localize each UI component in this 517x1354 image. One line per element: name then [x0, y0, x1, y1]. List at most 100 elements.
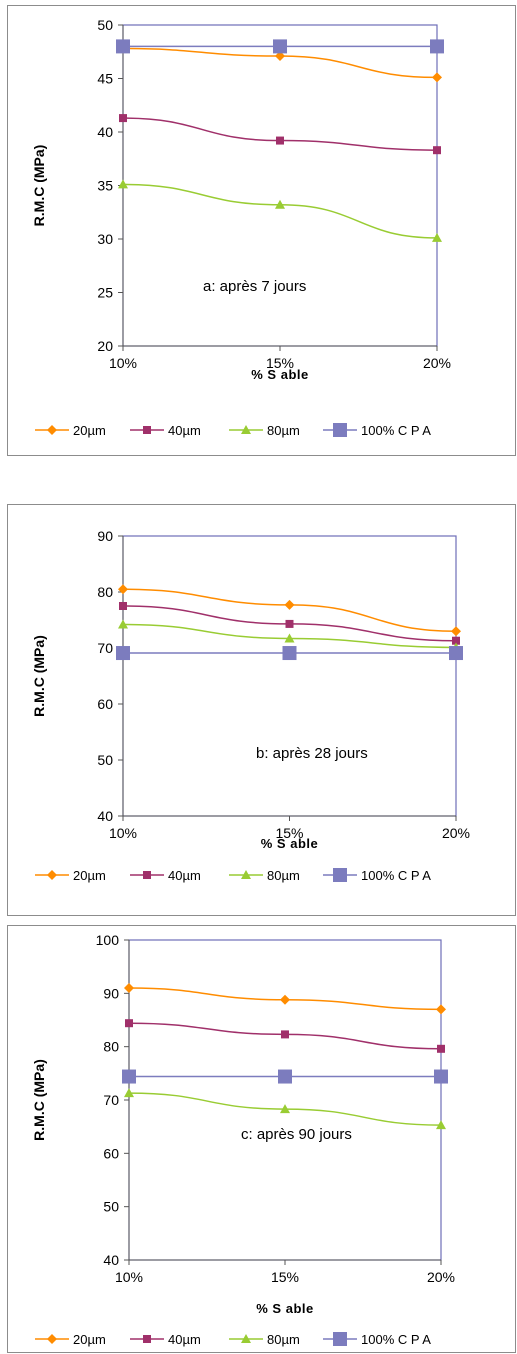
legend-marker	[241, 1334, 251, 1343]
data-point	[436, 1120, 446, 1130]
x-tick-label: 20%	[442, 825, 470, 841]
y-tick-label: 40	[103, 1252, 119, 1268]
legend-marker	[333, 1332, 347, 1346]
data-point	[280, 1104, 290, 1114]
plot-area	[122, 535, 457, 817]
legend-marker	[47, 870, 57, 880]
data-point	[433, 146, 441, 155]
data-point	[275, 51, 285, 62]
data-point	[437, 1044, 445, 1053]
data-point	[119, 114, 127, 123]
legend-item: 80µm	[229, 868, 300, 883]
series-0	[118, 584, 461, 637]
chart-panel-28-days: 40 50 60 70 80 90 10% 15% 20% b: après 28 jours % …	[7, 504, 516, 916]
legend-item: 40µm	[130, 423, 201, 438]
data-point	[116, 39, 130, 54]
legend-item: 80µm	[229, 423, 300, 438]
data-point	[124, 983, 134, 993]
data-point	[285, 619, 294, 628]
data-point	[118, 619, 128, 629]
legend-item: 100% C P A	[323, 423, 431, 438]
legend-item: 20µm	[35, 1332, 106, 1347]
y-tick-label: 50	[97, 752, 113, 768]
y-tick-label: 35	[97, 178, 113, 194]
legend-item: 40µm	[130, 1332, 201, 1347]
legend-marker	[333, 868, 347, 882]
y-tick-label: 50	[103, 1199, 119, 1215]
data-point	[449, 646, 463, 661]
legend-label: 100% C P A	[361, 868, 431, 883]
data-point	[275, 199, 285, 209]
y-tick-label: 90	[103, 985, 119, 1001]
data-point	[430, 39, 444, 54]
series-1	[119, 114, 441, 155]
y-tick-label: 60	[97, 696, 113, 712]
data-point	[284, 633, 295, 643]
y-axis-label: R.M.C (MPa)	[31, 1059, 47, 1141]
data-point	[284, 599, 295, 610]
legend-item: 100% C P A	[323, 1332, 431, 1347]
series-0	[124, 983, 446, 1015]
series-2	[124, 1088, 446, 1130]
x-tick-label: 10%	[109, 825, 137, 841]
y-tick-label: 40	[97, 124, 113, 140]
legend-item: 80µm	[229, 1332, 300, 1347]
legend-item: 40µm	[130, 868, 201, 883]
legend-item: 100% C P A	[323, 868, 431, 883]
legend-marker	[143, 871, 151, 879]
legend-label: 20µm	[73, 868, 106, 883]
legend-label: 100% C P A	[361, 423, 431, 438]
series-2	[118, 179, 442, 242]
legend-label: 80µm	[267, 868, 300, 883]
data-point	[118, 584, 128, 595]
data-point	[432, 232, 442, 242]
y-tick-label: 70	[97, 640, 113, 656]
y-axis-label: R.M.C (MPa)	[31, 145, 47, 227]
data-point	[280, 994, 290, 1005]
legend-marker	[143, 426, 151, 434]
series-1	[125, 1019, 445, 1053]
series-3	[116, 39, 444, 54]
legend-label: 40µm	[168, 423, 201, 438]
x-tick-label: 15%	[275, 825, 303, 841]
y-axis-label: R.M.C (MPa)	[31, 635, 47, 717]
x-axis-label: % S able	[251, 367, 308, 382]
y-tick-label: 40	[97, 808, 113, 824]
x-tick-label: 20%	[423, 355, 451, 371]
data-point	[432, 72, 442, 83]
chart-annotation: a: après 7 jours	[203, 278, 306, 295]
data-point	[436, 1004, 446, 1015]
legend-label: 100% C P A	[361, 1332, 431, 1347]
data-point	[118, 179, 128, 189]
series-line	[122, 183, 438, 239]
legend-label: 20µm	[73, 1332, 106, 1347]
legend-label: 80µm	[267, 1332, 300, 1347]
data-point	[278, 1069, 292, 1084]
x-tick-label: 15%	[266, 355, 294, 371]
y-tick-label: 20	[97, 338, 113, 354]
legend-marker	[241, 870, 251, 879]
data-point	[125, 1019, 133, 1028]
series-3	[122, 1069, 448, 1084]
data-point	[119, 602, 127, 610]
legend-marker	[333, 423, 347, 437]
x-axis-label: % S able	[261, 836, 318, 851]
data-point	[116, 646, 130, 661]
data-point	[452, 636, 460, 645]
legend-marker	[47, 1334, 57, 1344]
data-point	[281, 1030, 289, 1039]
data-point	[282, 646, 297, 661]
legend-label: 20µm	[73, 423, 106, 438]
data-point	[451, 626, 461, 637]
y-tick-label: 50	[97, 17, 113, 33]
y-tick-label: 70	[103, 1092, 119, 1108]
series-1	[119, 602, 460, 645]
plot-area	[128, 939, 442, 1261]
legend-marker	[241, 425, 251, 434]
data-point	[122, 1069, 136, 1084]
x-tick-label: 10%	[115, 1269, 143, 1285]
plot-area	[122, 24, 438, 347]
y-tick-label: 45	[97, 71, 113, 87]
legend-item: 20µm	[35, 868, 106, 883]
x-axis-label: % S able	[256, 1301, 313, 1316]
